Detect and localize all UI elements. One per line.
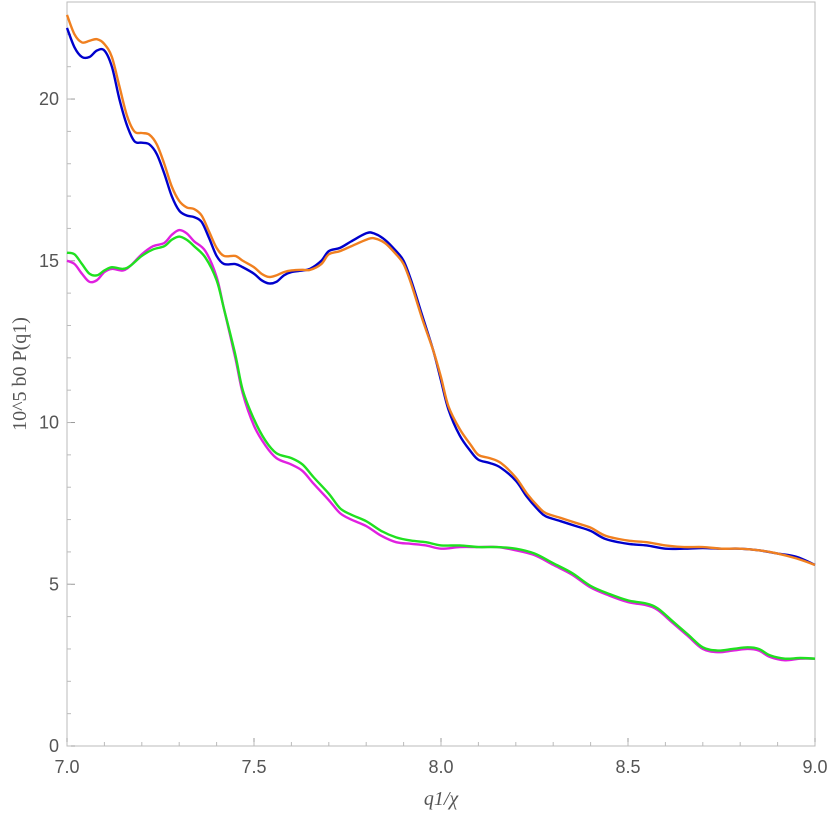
y-axis-label: 10^5 b0 P(q1) [9, 317, 31, 431]
x-axis-label: q1/χ [424, 788, 460, 810]
series-layer [65, 14, 816, 662]
series-line-2 [65, 14, 816, 566]
series-line-1 [65, 27, 816, 566]
x-tick-label: 8.5 [615, 757, 640, 777]
y-tick-label: 0 [49, 736, 59, 756]
y-tick-label: 10 [39, 413, 59, 433]
y-tick-label: 5 [49, 574, 59, 594]
x-tick-label: 9.0 [802, 757, 827, 777]
x-tick-label: 7.5 [241, 757, 266, 777]
x-tick-label: 7.0 [54, 757, 79, 777]
y-tick-label: 15 [39, 251, 59, 271]
y-axis-ticks: 0 5 10 15 20 [39, 1, 75, 756]
x-tick-label: 8.0 [428, 757, 453, 777]
y-tick-label: 20 [39, 89, 59, 109]
x-axis-ticks: 7.0 7.5 8.0 8.5 9.0 [54, 738, 828, 777]
series-line-4 [66, 235, 816, 660]
series-line-3 [66, 228, 816, 662]
